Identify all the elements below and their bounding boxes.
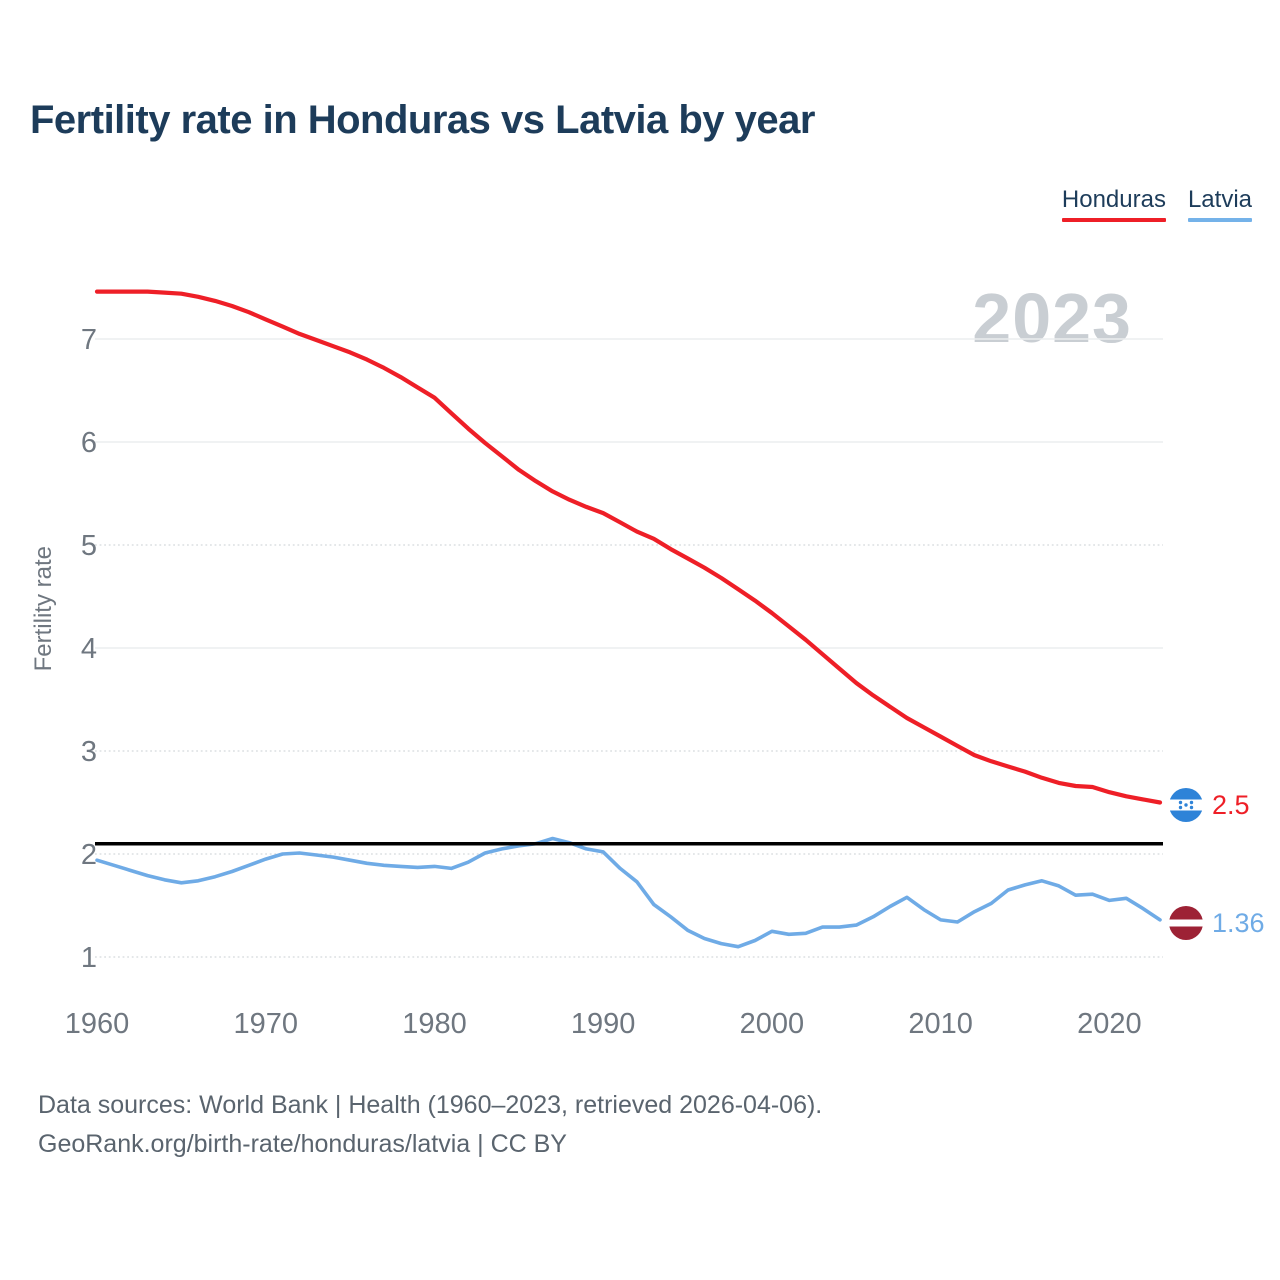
legend-bar-latvia	[1187, 218, 1252, 222]
x-tick-label-1970: 1970	[233, 1008, 298, 1040]
y-tick-label-5: 5	[81, 530, 97, 562]
honduras-end-value: 2.5	[1212, 789, 1250, 820]
end-label-honduras: 2.5	[1169, 788, 1250, 822]
honduras-flag-icon	[1169, 788, 1203, 822]
legend-bar-honduras	[1061, 218, 1166, 222]
footer-sources: Data sources: World Bank | Health (1960–…	[38, 1091, 823, 1119]
y-tick-label-7: 7	[81, 324, 97, 356]
legend: Honduras Latvia	[1061, 186, 1252, 222]
x-tick-label-2010: 2010	[908, 1008, 973, 1040]
x-tick-label-1980: 1980	[402, 1008, 467, 1040]
y-tick-label-2: 2	[81, 839, 97, 871]
end-label-latvia: 1.36	[1169, 906, 1265, 940]
y-tick-label-6: 6	[81, 427, 97, 459]
x-tick-label-1960: 1960	[65, 1008, 130, 1040]
legend-item-latvia[interactable]: Latvia	[1187, 186, 1252, 222]
page-title: Fertility rate in Honduras vs Latvia by …	[30, 98, 815, 142]
legend-label-latvia: Latvia	[1187, 186, 1252, 213]
legend-item-honduras[interactable]: Honduras	[1061, 186, 1166, 222]
legend-label-honduras: Honduras	[1061, 186, 1166, 213]
latvia-end-value: 1.36	[1212, 907, 1265, 938]
y-tick-label-3: 3	[81, 736, 97, 768]
footer: Data sources: World Bank | Health (1960–…	[38, 1086, 822, 1164]
series-line-honduras	[94, 289, 1163, 805]
y-tick-label-4: 4	[81, 633, 97, 665]
y-tick-label-1: 1	[81, 942, 97, 974]
year-watermark: 2023	[972, 279, 1132, 357]
x-tick-label-2020: 2020	[1077, 1008, 1142, 1040]
footer-attribution: GeoRank.org/birth-rate/honduras/latvia |…	[38, 1129, 567, 1158]
x-tick-label-2000: 2000	[740, 1008, 805, 1040]
x-tick-label-1990: 1990	[571, 1008, 636, 1040]
latvia-flag-icon	[1169, 906, 1203, 940]
series-line-latvia	[95, 836, 1162, 949]
